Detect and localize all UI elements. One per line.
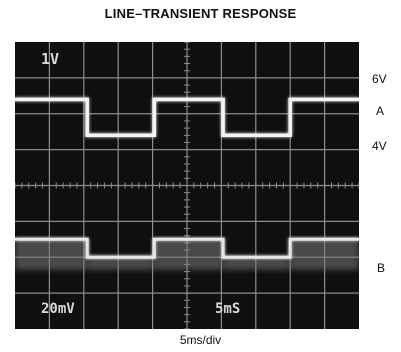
noise-band-segment	[15, 239, 88, 270]
noise-band-segment	[87, 257, 155, 270]
ch-b-scale-readout: 20mV	[41, 301, 75, 317]
timebase-readout: 5mS	[215, 301, 240, 317]
noise-band-segment	[223, 257, 291, 270]
noise-band-segment	[290, 239, 359, 270]
chart-title: LINE–TRANSIENT RESPONSE	[104, 6, 297, 21]
trace-b-waveform	[15, 237, 359, 259]
noise-band-segment	[154, 239, 224, 270]
trace-b-noise-band	[15, 239, 359, 270]
trace-a-waveform	[15, 97, 359, 138]
label-trace-a: A	[376, 104, 385, 118]
ch-a-scale-readout: 1V	[41, 50, 59, 68]
label-trace-b: B	[377, 261, 386, 275]
x-axis-label: 5ms/div	[179, 333, 222, 347]
oscilloscope-screen: 1V 20mV 5mS	[15, 42, 359, 329]
label-6v: 6V	[372, 72, 387, 86]
label-4v: 4V	[372, 139, 387, 153]
